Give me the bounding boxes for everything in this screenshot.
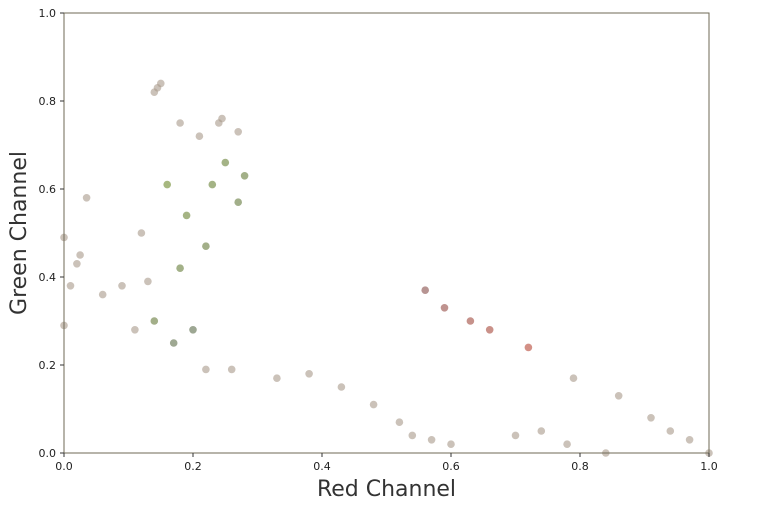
plot-frame	[63, 12, 710, 454]
scatter-point	[537, 427, 546, 435]
scatter-point	[395, 418, 404, 427]
scatter-point	[66, 282, 75, 290]
scatter-point	[427, 436, 436, 444]
scatter-point	[182, 211, 191, 220]
scatter-point	[485, 326, 494, 334]
scatter-point	[234, 128, 242, 136]
scatter-point	[208, 180, 217, 189]
scatter-point	[466, 317, 475, 325]
y-tick-label: 0.0	[39, 447, 57, 460]
scatter-point	[144, 277, 152, 286]
scatter-point	[189, 326, 197, 334]
x-tick-label: 1.0	[700, 460, 718, 473]
y-tick-label: 0.6	[39, 183, 57, 196]
scatter-point	[218, 114, 226, 123]
scatter-point	[202, 365, 210, 374]
scatter-point	[569, 374, 578, 383]
scatter-marks	[60, 79, 713, 457]
scatter-point	[169, 339, 178, 347]
scatter-point	[150, 317, 159, 325]
scatter-point	[440, 304, 449, 312]
x-axis-label: Red Channel	[317, 477, 456, 502]
scatter-point	[614, 392, 623, 400]
scatter-point	[227, 365, 236, 374]
scatter-point	[305, 370, 313, 378]
scatter-point	[647, 414, 655, 422]
y-tick-label: 0.8	[39, 95, 57, 108]
scatter-point	[421, 286, 430, 295]
scatter-point	[369, 400, 378, 409]
y-tick-label: 0.2	[39, 359, 57, 372]
scatter-point	[408, 431, 417, 440]
scatter-point	[685, 436, 694, 444]
scatter-point	[153, 84, 162, 92]
scatter-point	[176, 119, 184, 127]
scatter-point	[666, 427, 675, 435]
scatter-point	[163, 180, 171, 189]
scatter-point	[76, 251, 84, 259]
x-axis-ticks: 0.0 0.2 0.4 0.6 0.8 1.0	[55, 453, 718, 473]
x-tick-label: 0.2	[184, 460, 202, 473]
scatter-point	[563, 440, 571, 449]
scatter-point	[447, 440, 455, 449]
x-tick-label: 0.0	[55, 460, 73, 473]
x-tick-label: 0.6	[442, 460, 460, 473]
scatter-point	[131, 326, 139, 334]
x-tick-label: 0.8	[571, 460, 589, 473]
scatter-point	[118, 282, 126, 290]
scatter-point	[176, 264, 184, 273]
scatter-point	[98, 290, 107, 299]
scatter-point	[202, 242, 210, 250]
x-tick-label: 0.4	[313, 460, 331, 473]
scatter-point	[337, 383, 346, 391]
y-tick-label: 0.4	[39, 271, 57, 284]
y-tick-label: 1.0	[39, 7, 57, 20]
scatter-point	[82, 194, 91, 202]
scatter-point	[240, 172, 249, 180]
scatter-point	[73, 260, 81, 268]
scatter-point	[234, 198, 242, 206]
scatter-point	[195, 132, 204, 140]
scatter-point	[137, 229, 146, 237]
y-axis-ticks: 0.0 0.2 0.4 0.6 0.8 1.0	[39, 7, 64, 460]
scatter-point	[273, 374, 281, 383]
scatter-point	[524, 343, 533, 352]
y-axis-label: Green Channel	[7, 151, 32, 315]
scatter-point	[221, 158, 230, 167]
scatter-point	[511, 431, 520, 440]
